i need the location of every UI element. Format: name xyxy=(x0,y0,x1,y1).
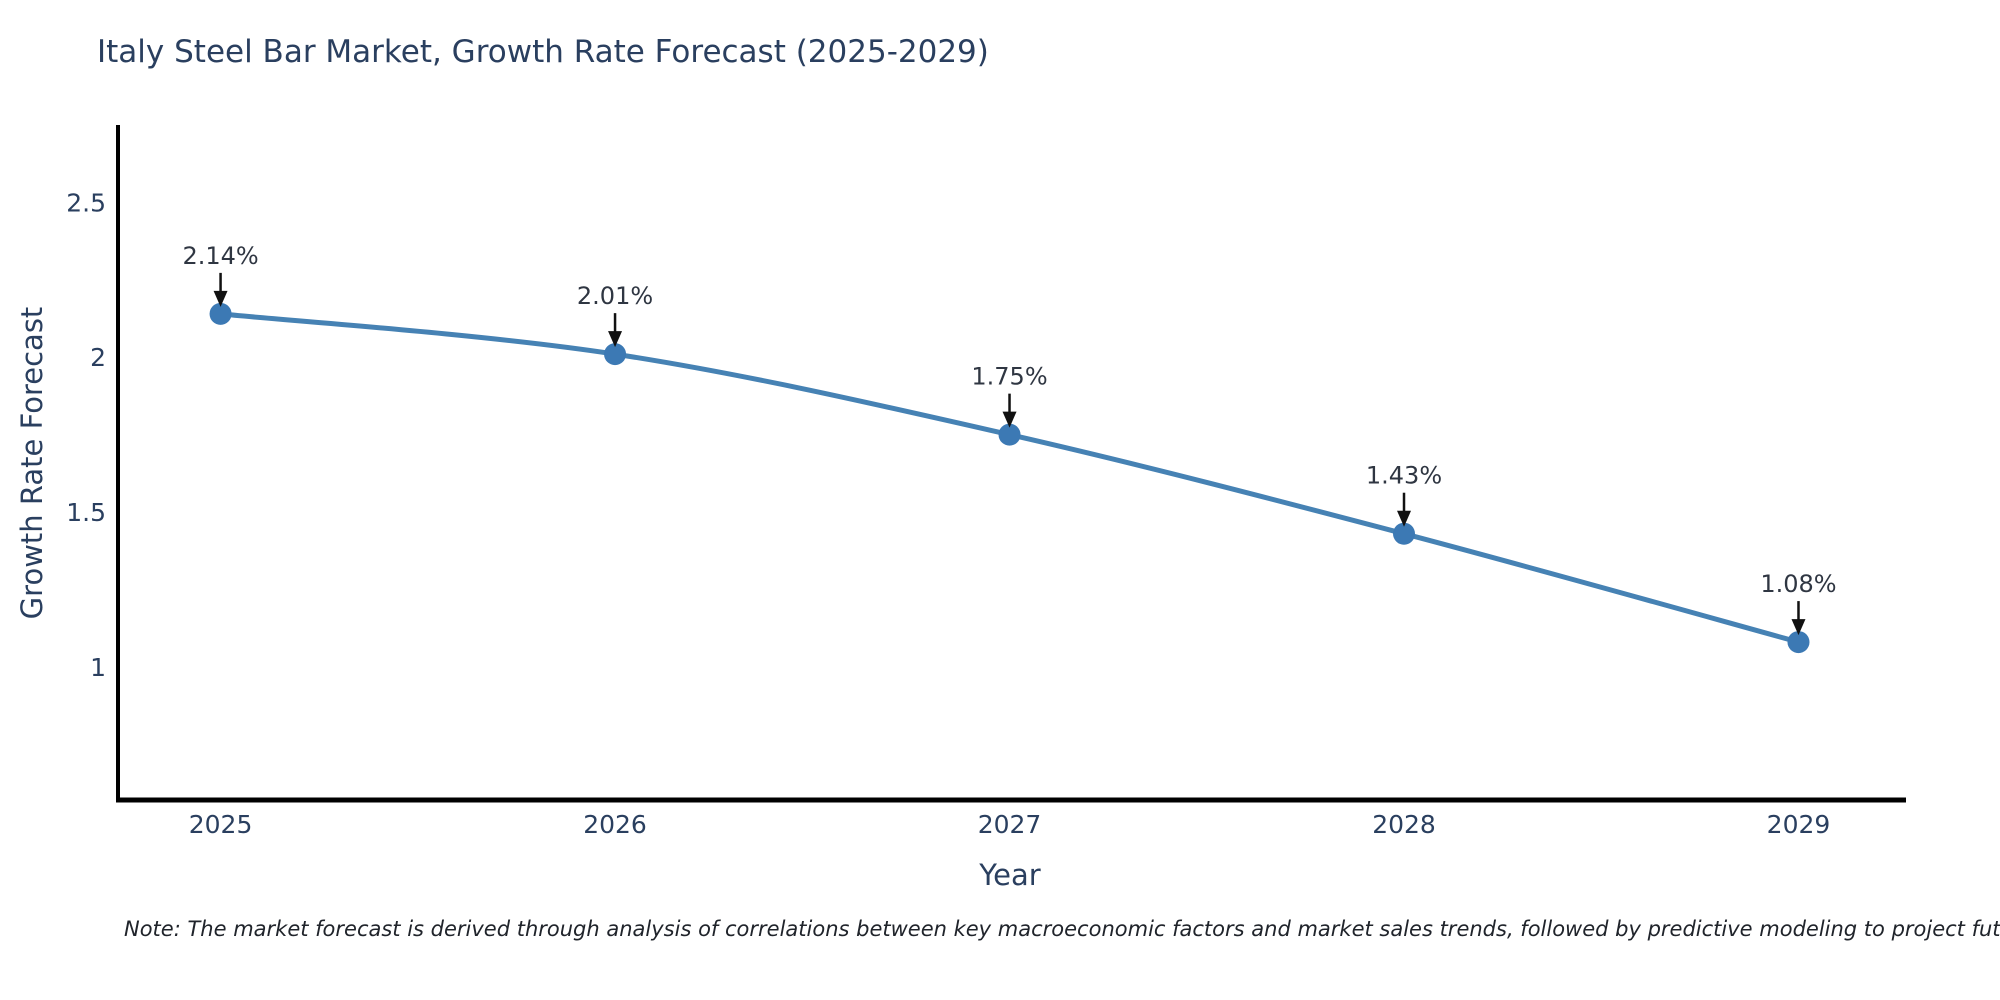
y-tick-label: 1 xyxy=(90,653,106,682)
y-tick-label: 2.5 xyxy=(66,188,106,217)
chart-title: Italy Steel Bar Market, Growth Rate Fore… xyxy=(97,34,989,70)
annotation-arrowhead-icon xyxy=(1791,619,1806,636)
point-annotation-label: 1.43% xyxy=(1366,462,1442,490)
annotation-arrowhead-icon xyxy=(608,331,623,348)
y-tick-label: 1.5 xyxy=(66,498,106,527)
point-annotation: 1.75% xyxy=(971,363,1048,428)
x-axis-title: Year xyxy=(979,858,1041,892)
x-tick-label: 2027 xyxy=(978,810,1042,839)
annotation-arrowhead-icon xyxy=(1002,411,1017,428)
point-annotation: 1.08% xyxy=(1760,570,1837,636)
x-tick-label: 2029 xyxy=(1767,810,1831,839)
point-annotation-label: 1.08% xyxy=(1760,570,1836,598)
x-tick-label: 2025 xyxy=(189,810,253,839)
y-axis-title: Growth Rate Forecast xyxy=(15,306,49,620)
point-annotation-label: 2.01% xyxy=(577,282,653,310)
x-tick-labels: 2025 2026 2027 2028 2029 xyxy=(189,810,1831,839)
markers-group xyxy=(209,302,1810,654)
x-tick-label: 2026 xyxy=(583,810,647,839)
data-point-marker[interactable] xyxy=(604,343,627,366)
data-point-marker[interactable] xyxy=(1393,522,1416,545)
x-tick-label: 2028 xyxy=(1372,810,1436,839)
data-point-marker[interactable] xyxy=(998,423,1021,446)
point-annotation-label: 1.75% xyxy=(971,363,1047,391)
point-annotation: 2.14% xyxy=(182,242,259,307)
point-annotation: 1.43% xyxy=(1366,462,1442,527)
point-annotation: 2.01% xyxy=(577,282,653,348)
data-point-marker[interactable] xyxy=(1787,631,1810,654)
point-annotation-label: 2.14% xyxy=(182,242,258,270)
footnote: Note: The market forecast is derived thr… xyxy=(124,917,2000,941)
annotation-arrowhead-icon xyxy=(1397,510,1412,527)
plot-area[interactable] xyxy=(118,125,1905,800)
y-tick-label: 2 xyxy=(90,343,106,372)
y-tick-labels: 2.5 2 1.5 1 xyxy=(66,188,106,681)
annotation-arrowhead-icon xyxy=(213,290,228,307)
data-point-marker[interactable] xyxy=(209,302,232,325)
annotations-group: 2.14% 2.01% 1.75% 1.43% 1.08% xyxy=(182,242,1837,636)
